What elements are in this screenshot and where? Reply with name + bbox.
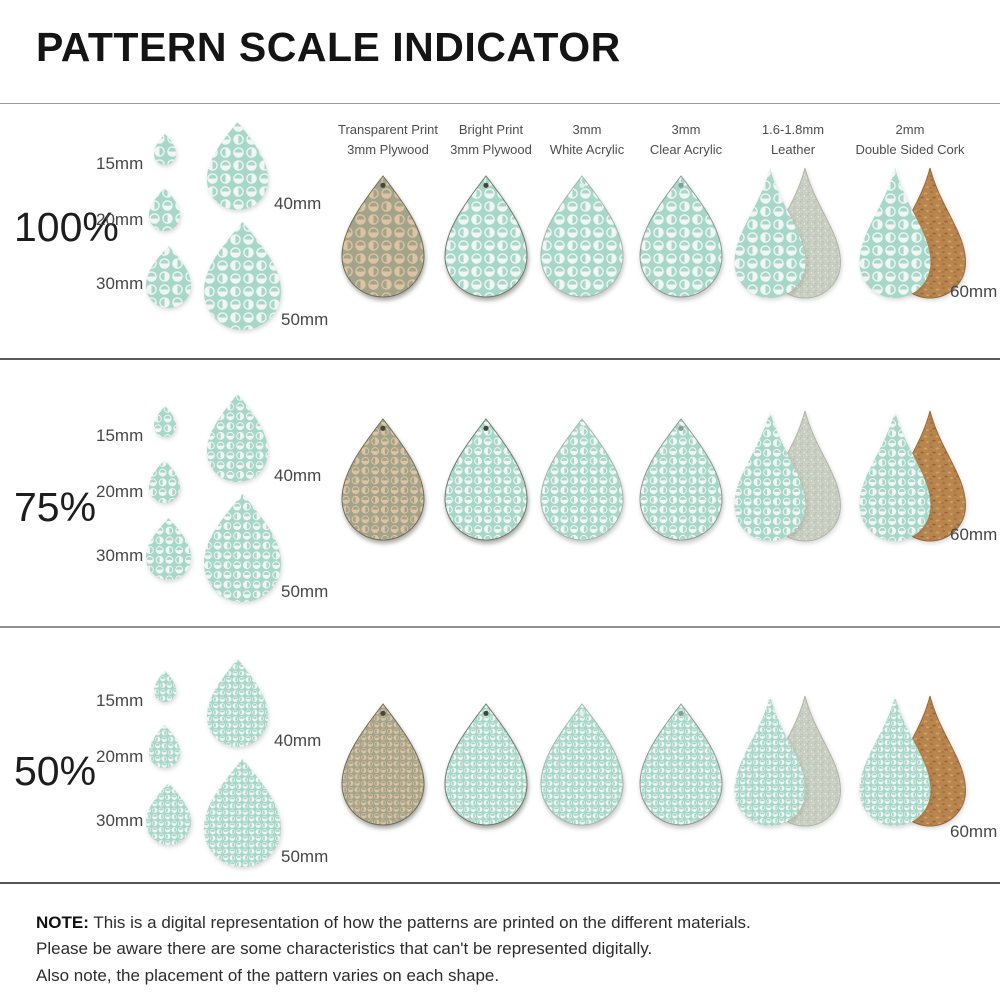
sample-cork-front [858, 166, 932, 300]
size-label-40mm: 40mm [274, 731, 322, 750]
sample-transparent-plywood [341, 417, 425, 542]
size-label-60mm: 60mm [950, 282, 998, 301]
size-label-40mm: 40mm [274, 466, 322, 485]
sample-clear-acrylic [639, 417, 723, 542]
teardrop-20mm [148, 723, 181, 770]
page-title: PATTERN SCALE INDICATOR [36, 24, 621, 70]
teardrop-30mm [145, 244, 192, 310]
sample-leather-front [733, 409, 807, 543]
note-line-3: Also note, the placement of the pattern … [36, 965, 500, 985]
size-label-20mm: 20mm [96, 747, 144, 766]
note-line-2: Please be aware there are some character… [36, 939, 653, 959]
material-header-clear-acrylic: 3mm Clear Acrylic [649, 122, 723, 157]
sample-bright-plywood [444, 702, 528, 827]
header: PATTERN SCALE INDICATOR [0, 0, 1000, 103]
material-samples-group: 60mm [0, 347, 1000, 613]
teardrop-15mm [153, 132, 177, 167]
size-label-15mm: 15mm [96, 154, 144, 173]
size-label-30mm: 30mm [96, 811, 144, 830]
scale-percent-label: 50% [14, 748, 97, 794]
scale-row-100: 100% 15mm 20mm 30mm 40mm 50mm Transparen… [0, 103, 1000, 358]
teardrop-15mm [153, 404, 177, 439]
sample-white-acrylic [540, 174, 624, 299]
sample-leather-front [733, 166, 807, 300]
sample-cork-front [858, 409, 932, 543]
size-label-50mm: 50mm [281, 310, 329, 329]
scale-row-75: 75% 15mm 20mm 30mm 40mm 50mm 60mm [0, 358, 1000, 626]
teardrop-20mm [148, 186, 181, 233]
teardrop-40mm [206, 392, 269, 484]
size-label-15mm: 15mm [96, 691, 144, 710]
note-line-1: NOTE: This is a digital representation o… [36, 913, 751, 932]
sample-transparent-plywood [341, 174, 425, 299]
note-label: NOTE: [36, 913, 89, 932]
size-label-60mm: 60mm [950, 822, 998, 841]
sample-bright-plywood [444, 174, 528, 299]
mini-drops-group: 15mm 20mm 30mm 40mm 50mm [0, 641, 1000, 895]
teardrop-40mm [206, 120, 269, 212]
teardrop-40mm [206, 657, 269, 749]
material-header-leather: 1.6-1.8mm Leather [761, 122, 825, 157]
size-label-20mm: 20mm [96, 482, 144, 501]
teardrop-30mm [145, 781, 192, 847]
sample-cork-front [858, 694, 932, 828]
sample-clear-acrylic [639, 702, 723, 827]
scale-percent-label: 75% [14, 484, 97, 530]
material-samples-group: 60mm [0, 632, 1000, 886]
size-label-60mm: 60mm [950, 525, 998, 544]
teardrop-50mm [203, 757, 282, 869]
size-label-30mm: 30mm [96, 274, 144, 293]
sample-white-acrylic [540, 417, 624, 542]
material-header-cork: 2mm Double Sided Cork [855, 122, 965, 157]
note-section: NOTE: This is a digital representation o… [0, 882, 1000, 1000]
teardrop-30mm [145, 516, 192, 582]
sample-white-acrylic [540, 702, 624, 827]
size-label-20mm: 20mm [96, 210, 144, 229]
size-label-50mm: 50mm [281, 847, 329, 866]
scale-percent-label: 100% [14, 204, 119, 250]
teardrop-50mm [203, 492, 282, 604]
mini-drops-group: 15mm 20mm 30mm 40mm 50mm [0, 376, 1000, 642]
material-samples-group: 60mm [0, 104, 1000, 358]
size-label-40mm: 40mm [274, 194, 322, 213]
scale-row-50: 50% 15mm 20mm 30mm 40mm 50mm 60mm [0, 626, 1000, 882]
sample-clear-acrylic [639, 174, 723, 299]
teardrop-15mm [153, 669, 177, 704]
material-header-bright-plywood: Bright Print 3mm Plywood [450, 122, 532, 157]
size-label-30mm: 30mm [96, 546, 144, 565]
mini-drops-group: 15mm 20mm 30mm 40mm 50mm [0, 104, 1000, 358]
teardrop-20mm [148, 458, 181, 505]
sample-bright-plywood [444, 417, 528, 542]
sample-leather-front [733, 694, 807, 828]
teardrop-50mm [203, 220, 282, 332]
material-header-transparent-plywood: Transparent Print 3mm Plywood [338, 122, 438, 157]
material-header-white-acrylic: 3mm White Acrylic [549, 122, 625, 157]
size-label-15mm: 15mm [96, 426, 144, 445]
size-label-50mm: 50mm [281, 582, 329, 601]
sample-transparent-plywood [341, 702, 425, 827]
